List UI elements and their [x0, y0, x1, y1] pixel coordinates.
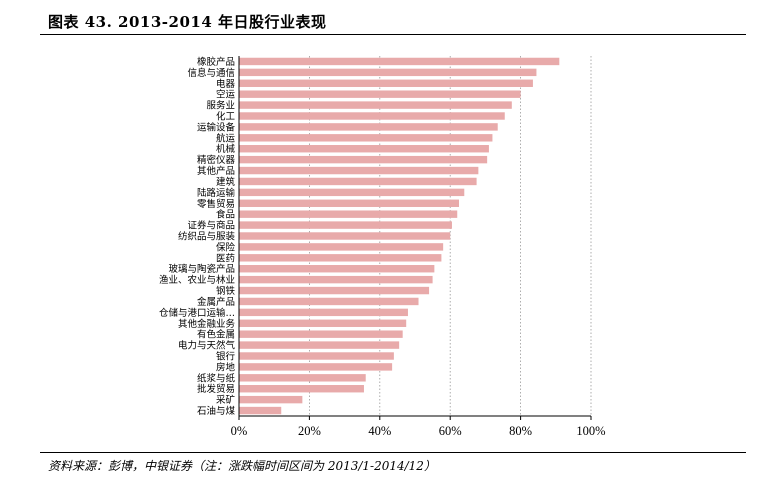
- bar-11: [239, 177, 477, 186]
- bar-13: [239, 199, 459, 207]
- category-label-4: 服务业: [206, 100, 235, 112]
- category-label-31: 采矿: [216, 394, 236, 406]
- category-label-20: 渔业、农业与林业: [159, 274, 235, 286]
- bar-16: [239, 232, 451, 240]
- bar-18: [239, 254, 442, 262]
- x-tick-label-5: 100%: [576, 424, 605, 438]
- category-label-1: 信息与通信: [187, 67, 235, 79]
- source-note: 资料来源：彭博，中银证券（注：涨跌幅时间区间为 2013/1-2014/12）: [48, 459, 436, 473]
- bar-32: [239, 406, 282, 415]
- bar-7: [239, 134, 493, 142]
- bar-1: [239, 68, 537, 77]
- bar-24: [239, 319, 407, 327]
- category-label-6: 运输设备: [197, 121, 236, 133]
- category-label-8: 机械: [216, 143, 236, 155]
- x-tick-labels: 0% 20% 40% 60% 80% 100%: [231, 424, 606, 438]
- bar-10: [239, 166, 479, 175]
- category-label-21: 钢铁: [216, 285, 236, 297]
- bar-20: [239, 275, 433, 284]
- bar-12: [239, 188, 465, 197]
- category-label-9: 精密仪器: [197, 154, 236, 166]
- bar-28: [239, 363, 393, 371]
- category-label-2: 电器: [216, 78, 236, 90]
- category-label-15: 证券与商品: [187, 220, 235, 232]
- bars: [239, 57, 560, 415]
- bar-8: [239, 145, 489, 153]
- figure-title: 图表 43. 2013-2014 年日股行业表现: [48, 13, 327, 31]
- x-tick-label-3: 60%: [439, 424, 462, 438]
- category-label-17: 保险: [216, 241, 236, 253]
- bar-22: [239, 297, 419, 306]
- bar-27: [239, 352, 394, 360]
- category-label-5: 化工: [216, 111, 236, 123]
- bar-19: [239, 265, 435, 273]
- category-label-18: 医药: [216, 253, 235, 264]
- category-label-27: 银行: [216, 351, 236, 363]
- x-tick-label-2: 40%: [368, 424, 391, 438]
- bar-23: [239, 308, 408, 317]
- axes: [238, 56, 592, 420]
- category-label-7: 航运: [216, 132, 236, 144]
- bar-21: [239, 286, 430, 295]
- category-label-29: 纸浆与纸: [197, 372, 236, 384]
- category-label-22: 金属产品: [197, 296, 235, 308]
- bar-26: [239, 341, 400, 349]
- category-label-11: 建筑: [216, 176, 236, 188]
- bar-2: [239, 79, 533, 87]
- x-tick-label-1: 20%: [298, 424, 321, 438]
- category-label-13: 零售贸易: [197, 198, 235, 210]
- category-label-28: 房地: [216, 361, 236, 373]
- bar-31: [239, 395, 303, 404]
- category-label-12: 陆路运输: [197, 187, 236, 199]
- x-tick-label-4: 80%: [509, 424, 532, 438]
- x-tick-label-0: 0%: [231, 424, 248, 438]
- bar-30: [239, 385, 364, 393]
- bar-9: [239, 155, 488, 164]
- bar-29: [239, 374, 366, 382]
- bar-15: [239, 221, 452, 229]
- top-rule: [40, 34, 746, 35]
- bottom-rule: [40, 452, 746, 453]
- category-label-30: 批发贸易: [197, 383, 235, 395]
- category-label-26: 电力与天然气: [178, 340, 236, 352]
- bar-5: [239, 112, 505, 120]
- category-labels: 橡胶产品信息与通信电器空运服务业化工运输设备航运机械精密仪器其他产品建筑陆路运输…: [159, 56, 236, 417]
- bar-3: [239, 90, 521, 98]
- category-label-16: 纺织品与服装: [178, 231, 236, 243]
- bar-17: [239, 243, 444, 251]
- bar-6: [239, 123, 498, 131]
- bar-25: [239, 330, 403, 338]
- category-label-0: 橡胶产品: [197, 56, 235, 68]
- category-label-24: 其他金融业务: [178, 318, 236, 330]
- category-label-25: 有色金属: [197, 329, 235, 341]
- bar-14: [239, 210, 458, 218]
- category-label-23: 仓储与港口运输…: [159, 307, 235, 319]
- bar-4: [239, 101, 512, 109]
- category-label-10: 其他产品: [197, 165, 235, 177]
- category-label-19: 玻璃与陶瓷产品: [168, 263, 235, 275]
- category-label-3: 空运: [216, 89, 236, 101]
- bar-0: [239, 57, 560, 66]
- category-label-32: 石油与煤: [197, 405, 236, 417]
- category-label-14: 食品: [216, 209, 235, 221]
